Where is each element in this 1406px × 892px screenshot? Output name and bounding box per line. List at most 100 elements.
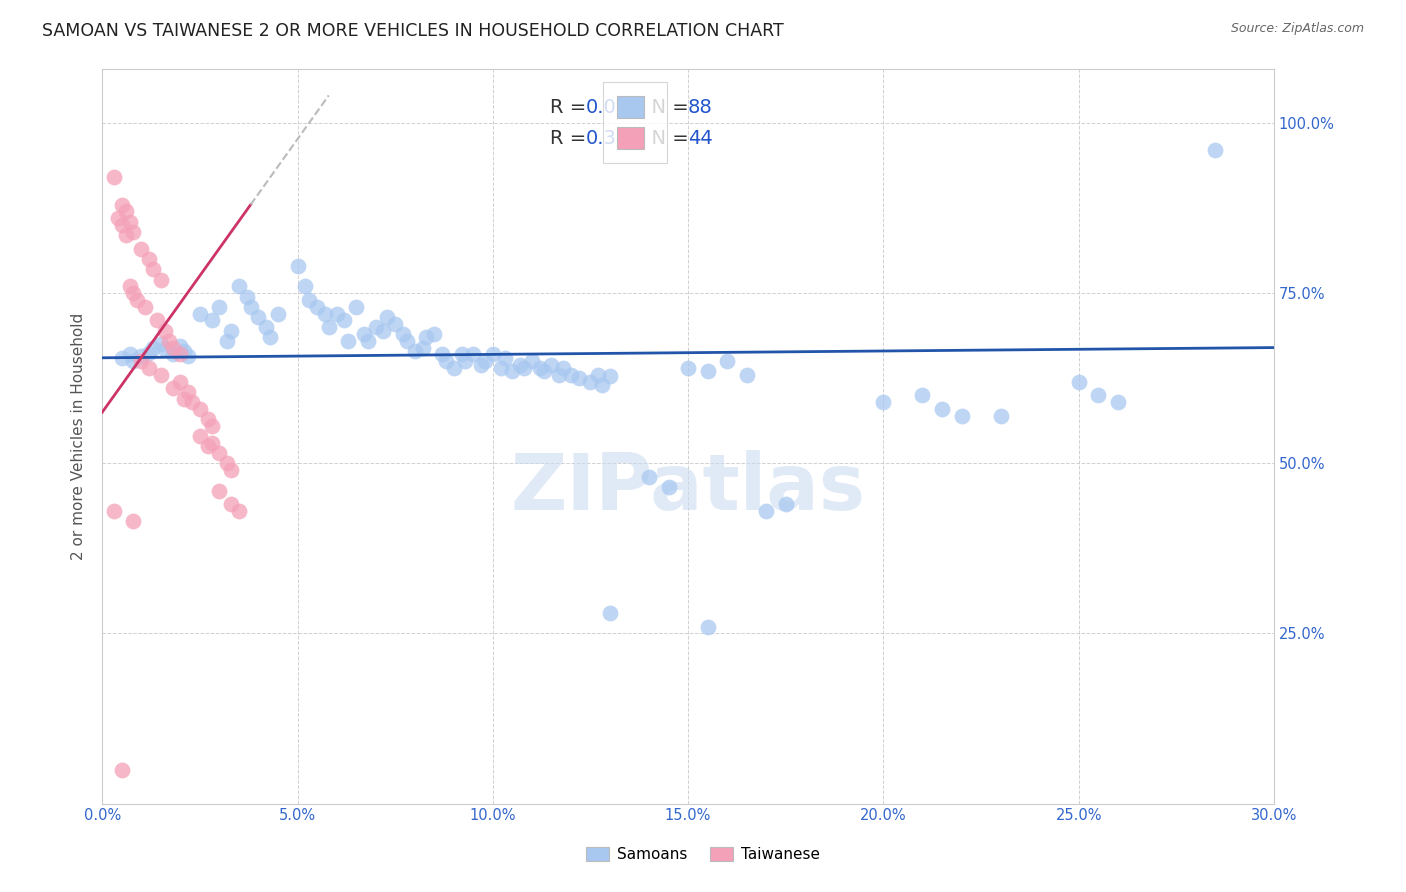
Point xyxy=(716,354,738,368)
Point xyxy=(560,368,582,382)
Point xyxy=(149,368,172,382)
Point xyxy=(118,347,141,361)
Point xyxy=(111,218,134,232)
Point xyxy=(658,480,681,494)
Point xyxy=(553,361,575,376)
Point xyxy=(599,369,621,384)
Point xyxy=(129,354,152,368)
Point xyxy=(111,763,134,777)
Point xyxy=(103,504,125,518)
Point xyxy=(443,361,465,376)
Point xyxy=(107,211,129,226)
Point xyxy=(235,289,257,303)
Point xyxy=(568,371,591,385)
Point xyxy=(434,354,457,368)
Point xyxy=(1204,143,1226,157)
Point xyxy=(384,317,406,331)
Point xyxy=(344,300,367,314)
Text: 0.341: 0.341 xyxy=(586,129,641,148)
Point xyxy=(474,354,496,368)
Point xyxy=(247,310,270,324)
Point xyxy=(188,429,211,443)
Point xyxy=(114,204,136,219)
Text: 0.023: 0.023 xyxy=(586,97,641,117)
Point xyxy=(470,358,492,372)
Point xyxy=(267,307,290,321)
Point xyxy=(173,343,195,358)
Point xyxy=(162,347,184,361)
Text: 88: 88 xyxy=(688,97,713,117)
Point xyxy=(454,354,477,368)
Point xyxy=(314,307,336,321)
Point xyxy=(755,504,778,518)
Point xyxy=(208,446,231,460)
Point xyxy=(259,330,281,344)
Point xyxy=(325,307,347,321)
Point xyxy=(127,293,149,307)
Point xyxy=(423,326,446,341)
Text: N =: N = xyxy=(638,97,695,117)
Text: SAMOAN VS TAIWANESE 2 OR MORE VEHICLES IN HOUSEHOLD CORRELATION CHART: SAMOAN VS TAIWANESE 2 OR MORE VEHICLES I… xyxy=(42,22,785,40)
Point xyxy=(911,388,934,402)
Point xyxy=(200,435,222,450)
Point xyxy=(228,504,250,518)
Point xyxy=(353,326,375,341)
Point xyxy=(169,339,191,353)
Text: ZIPatlas: ZIPatlas xyxy=(510,450,866,525)
Point xyxy=(494,351,516,365)
Point xyxy=(404,343,426,358)
Point xyxy=(197,412,219,426)
Point xyxy=(129,349,152,363)
Point xyxy=(533,364,555,378)
Point xyxy=(318,320,340,334)
Point xyxy=(142,262,165,277)
Legend: Samoans, Taiwanese: Samoans, Taiwanese xyxy=(581,841,825,868)
Point xyxy=(357,334,380,348)
Point xyxy=(111,197,134,211)
Point xyxy=(1087,388,1109,402)
Point xyxy=(228,279,250,293)
Point xyxy=(501,364,523,378)
Point xyxy=(122,514,145,528)
Point xyxy=(177,384,200,399)
Point xyxy=(118,215,141,229)
Point xyxy=(392,326,415,341)
Point xyxy=(208,483,231,498)
Point xyxy=(188,307,211,321)
Text: 44: 44 xyxy=(688,129,713,148)
Point xyxy=(377,310,399,324)
Point xyxy=(509,358,531,372)
Point xyxy=(395,334,418,348)
Legend: , : , xyxy=(603,82,668,163)
Point xyxy=(529,361,551,376)
Point xyxy=(217,456,239,470)
Point xyxy=(430,347,453,361)
Point xyxy=(950,409,973,423)
Text: R =: R = xyxy=(550,97,592,117)
Point xyxy=(200,418,222,433)
Point xyxy=(735,368,758,382)
Point xyxy=(337,334,360,348)
Point xyxy=(217,334,239,348)
Point xyxy=(219,463,242,477)
Point xyxy=(450,347,472,361)
Point xyxy=(415,330,437,344)
Point xyxy=(696,364,718,378)
Point xyxy=(138,361,160,376)
Point xyxy=(520,354,543,368)
Point xyxy=(138,346,160,360)
Point xyxy=(254,320,277,334)
Point xyxy=(1067,375,1090,389)
Point xyxy=(162,381,184,395)
Point xyxy=(134,300,156,314)
Point xyxy=(540,358,562,372)
Point xyxy=(188,401,211,416)
Point xyxy=(412,341,434,355)
Point xyxy=(153,324,176,338)
Point xyxy=(146,313,169,327)
Point xyxy=(138,252,160,266)
Point xyxy=(463,347,485,361)
Point xyxy=(373,324,395,338)
Point xyxy=(482,347,505,361)
Point xyxy=(169,375,191,389)
